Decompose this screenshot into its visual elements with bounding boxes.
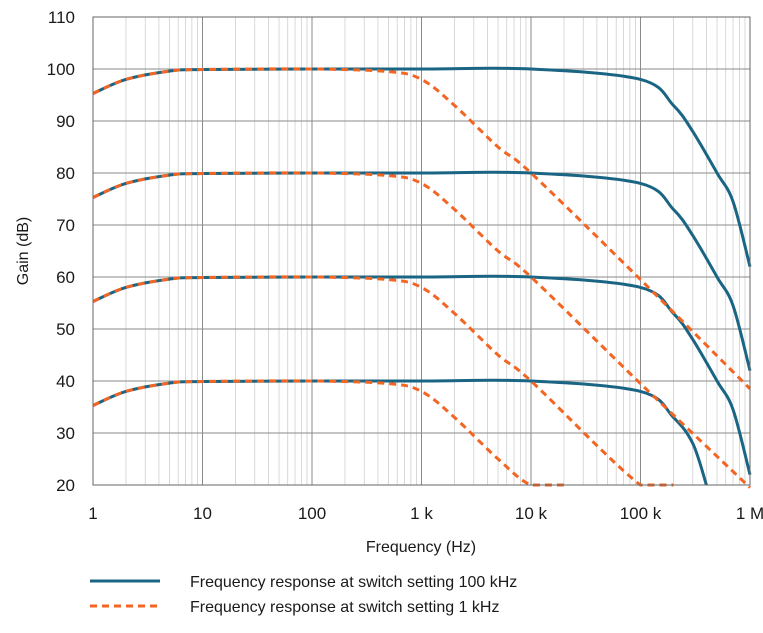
y-tick-label: 100 [47,60,75,79]
legend: Frequency response at switch setting 100… [90,574,517,616]
x-tick-label: 100 k [620,504,662,523]
x-tick-label: 1 M [736,504,763,523]
series-line-1khz-2 [92,171,752,489]
x-tick-label: 10 k [515,504,548,523]
series-group [92,66,752,489]
x-axis-label: Frequency (Hz) [366,539,476,556]
y-tick-label: 70 [56,216,75,235]
series-line-1khz-1 [92,67,752,390]
y-tick-labels: 20 30 40 50 60 70 80 90 100 110 [47,8,75,495]
plot-frame [92,16,751,486]
x-tick-label: 10 [193,504,212,523]
x-tick-label: 1 [88,504,97,523]
y-tick-label: 20 [56,476,75,495]
y-tick-label: 90 [56,112,75,131]
y-axis-label: Gain (dB) [15,217,32,285]
y-tick-label: 40 [56,372,75,391]
series-line-1khz-4 [92,379,564,487]
y-tick-label: 30 [56,424,75,443]
grid [92,16,751,486]
x-tick-label: 100 [298,504,326,523]
legend-label-100khz: Frequency response at switch setting 100… [190,574,517,591]
y-tick-label: 60 [56,268,75,287]
legend-label-1khz: Frequency response at switch setting 1 k… [190,599,499,616]
y-tick-label: 110 [48,8,75,27]
x-tick-labels: 1 10 100 1 k 10 k 100 k 1 M [88,504,763,523]
y-tick-label: 80 [56,164,75,183]
y-tick-label: 50 [56,320,75,339]
x-tick-label: 1 k [410,504,433,523]
series-line-1khz-3 [92,275,674,487]
